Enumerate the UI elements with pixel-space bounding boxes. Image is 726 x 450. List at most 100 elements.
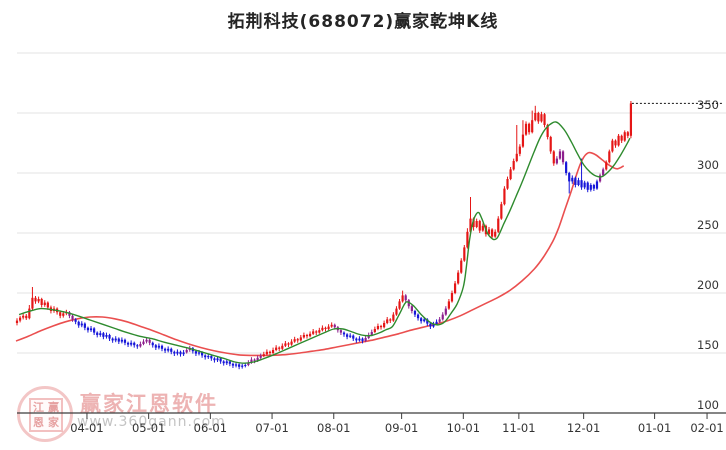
candle-body [580, 180, 583, 188]
watermark-brand-text: 赢家江恩软件 [80, 392, 218, 416]
candle-body [102, 333, 105, 337]
candle-body [435, 321, 438, 325]
candle-body [15, 320, 19, 323]
x-tick-label: 04-01 [70, 421, 103, 435]
candle-body [617, 135, 620, 146]
candle-body [225, 361, 228, 364]
candle-body [447, 301, 450, 309]
candle-body [231, 363, 235, 366]
candle-body [352, 335, 355, 339]
candle-body [126, 342, 130, 345]
seal-char: 恩 [33, 416, 44, 429]
candle-body [275, 347, 278, 350]
x-tick-label: 12-01 [567, 421, 600, 435]
candle-body [561, 151, 565, 163]
candle-body [290, 341, 293, 345]
candle-body [453, 283, 457, 293]
candle-body [284, 343, 287, 346]
candle-body [543, 114, 546, 125]
candle-body [574, 177, 577, 185]
candle-body [145, 339, 148, 342]
candle-body [330, 324, 333, 327]
candle-body [432, 324, 435, 327]
candle-body [367, 335, 370, 338]
candle-body [167, 348, 170, 351]
candle-body [361, 338, 364, 341]
y-tick-label: 150 [697, 338, 719, 352]
candle-body [611, 140, 614, 152]
x-tick-label: 02-01 [690, 421, 723, 435]
candle-body [500, 204, 503, 219]
candle-body [416, 314, 420, 319]
candle-body [413, 311, 417, 315]
x-tick-label: 11-01 [502, 421, 535, 435]
seal-square-icon: 江 赢 恩 家 [29, 398, 63, 432]
candle-body [463, 247, 466, 261]
candle-body [312, 331, 315, 334]
candle-body [540, 114, 543, 122]
candle-body [170, 348, 173, 352]
candle-body [83, 323, 86, 328]
candle-body [259, 356, 262, 358]
candle-body [376, 326, 380, 329]
candle-body [521, 134, 525, 147]
candle-body [262, 354, 265, 356]
candle-body [407, 300, 410, 307]
candle-body [490, 229, 494, 237]
candle-body [534, 113, 537, 121]
candle-body [93, 328, 96, 333]
candle-body [469, 218, 472, 232]
x-tick-label: 05-01 [132, 421, 165, 435]
candle-body [475, 221, 478, 227]
candle-body [389, 319, 392, 321]
candle-body [379, 326, 383, 328]
candle-body [302, 335, 306, 338]
candle-body [179, 351, 182, 355]
candle-body [441, 314, 444, 320]
candle-body [96, 332, 99, 335]
candle-body [77, 321, 80, 326]
candle-body [34, 297, 37, 302]
y-tick-label: 350 [697, 98, 719, 112]
candle-body [201, 352, 204, 356]
seal-char: 江 [33, 401, 44, 414]
seal-char: 家 [48, 416, 59, 429]
candle-body [108, 335, 111, 339]
candle-body [89, 328, 93, 331]
candle-body [602, 169, 605, 176]
candle-body [426, 319, 429, 324]
x-axis: 04-01 05-01 06-01 07-01 08-01 09-01 10-01 11-01… [70, 413, 724, 435]
candle-body [528, 123, 531, 133]
candle-body [518, 146, 521, 154]
candle-body [565, 162, 568, 173]
ma-slow-line [15, 151, 625, 357]
candle-body [444, 308, 447, 315]
candle-body [568, 173, 571, 182]
candle-body [299, 337, 302, 341]
candle-body [265, 351, 268, 355]
candle-body [296, 339, 299, 341]
watermark-seal-logo: 江 赢 恩 家 [17, 386, 73, 442]
y-axis: 100 150 200 250 300 350 [697, 98, 719, 412]
seal-char: 赢 [48, 401, 59, 414]
candle-body [629, 103, 633, 136]
candle-body [139, 344, 142, 347]
candle-body [207, 356, 210, 358]
candle-body [37, 299, 40, 302]
candle-body [120, 339, 123, 342]
watermark-url-text: www.360gann.com [77, 414, 226, 430]
candle-body [176, 351, 179, 354]
candle-body [327, 326, 330, 329]
candle-body [234, 364, 238, 366]
candle-body [133, 342, 136, 346]
candle-body [595, 181, 599, 189]
candle-body [59, 312, 62, 316]
candle-body [364, 338, 367, 341]
candle-body [555, 158, 558, 164]
candle-body [268, 351, 272, 353]
candle-body [586, 182, 589, 190]
page-title: 拓荆科技(688072)赢家乾坤K线 [227, 12, 499, 32]
candle-body [99, 333, 102, 335]
candle-body [204, 355, 207, 358]
